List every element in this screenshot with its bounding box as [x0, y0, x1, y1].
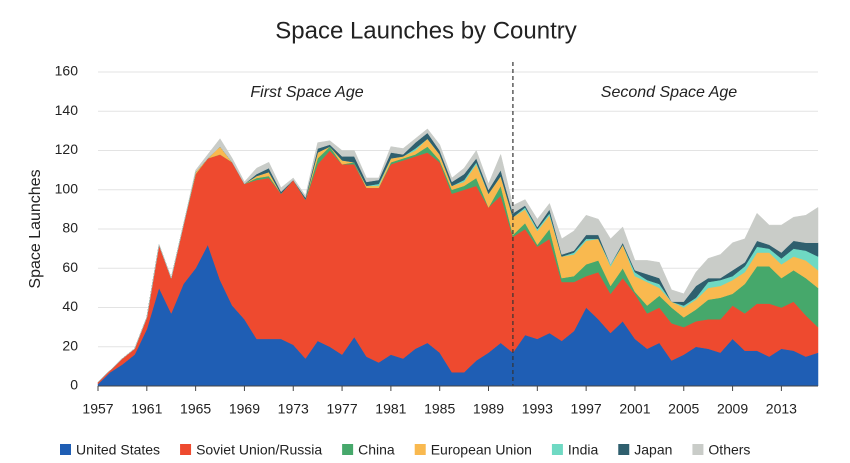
legend-swatch — [551, 444, 563, 455]
area — [97, 128, 819, 383]
x-tick-label: 2005 — [668, 401, 699, 417]
y-tick-label: 120 — [55, 141, 79, 157]
y-axis-title: Space Launches — [27, 169, 44, 288]
annotation: First Space Age — [250, 84, 363, 101]
x-tick-label: 1969 — [229, 401, 260, 417]
y-tick-label: 80 — [62, 220, 78, 236]
legend-swatch — [618, 444, 630, 455]
legend-swatch — [342, 444, 354, 455]
legend-swatch — [60, 444, 71, 455]
x-tick-label: 2001 — [619, 401, 650, 417]
x-tick-label: 1977 — [326, 401, 357, 417]
x-tick-label: 1957 — [82, 401, 113, 417]
legend-label: United States — [76, 442, 160, 458]
x-tick-label: 1961 — [131, 401, 162, 417]
legend-label: Japan — [634, 442, 672, 458]
legend-swatch — [180, 444, 192, 455]
legend: United States Soviet Union/Russia China Eur… — [60, 442, 750, 458]
legend-swatch — [692, 444, 704, 455]
y-tick-label: 40 — [62, 298, 78, 314]
chart-title: Space Launches by Country — [275, 17, 577, 44]
y-tick-label: 20 — [62, 337, 78, 353]
x-tick-label: 1985 — [424, 401, 455, 417]
legend-label: Others — [708, 442, 750, 458]
y-tick-label: 0 — [70, 377, 78, 393]
x-tick-label: 2009 — [717, 401, 748, 417]
x-tick-label: 1981 — [375, 401, 406, 417]
legend-label: Soviet Union/Russia — [196, 442, 322, 458]
areas — [97, 128, 819, 387]
x-tick-label: 1997 — [571, 401, 602, 417]
legend-label: European Union — [431, 442, 532, 458]
annotation: Second Space Age — [601, 84, 738, 101]
x-tick-label: 1965 — [180, 401, 211, 417]
legend-label: India — [568, 442, 599, 458]
y-tick-label: 100 — [55, 180, 79, 196]
legend-label: China — [358, 442, 395, 458]
legend-swatch — [414, 444, 426, 455]
x-tick-label: 2013 — [766, 401, 797, 417]
x-tick-label: 1993 — [522, 401, 553, 417]
y-tick-label: 140 — [55, 102, 79, 118]
x-tick-label: 1973 — [278, 401, 309, 417]
y-tick-label: 60 — [62, 259, 78, 275]
x-tick-label: 1989 — [473, 401, 504, 417]
y-tick-label: 160 — [55, 63, 79, 79]
